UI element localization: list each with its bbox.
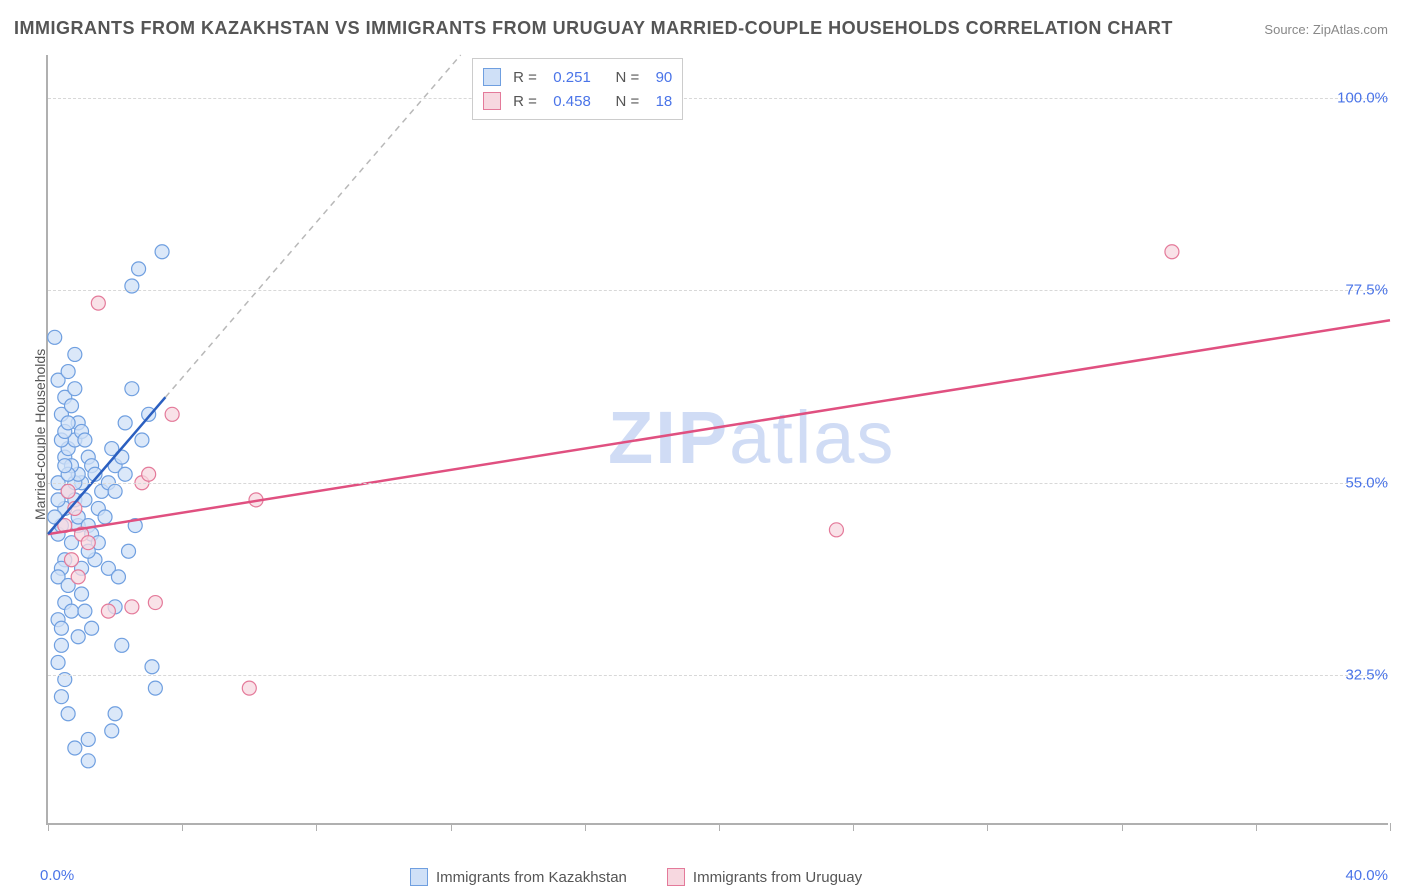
legend-n-label: N = (599, 93, 648, 110)
x-tick (182, 823, 183, 831)
legend-correlation: R = 0.251 N = 90 R = 0.458 N = 18 (472, 58, 683, 120)
legend-swatch (667, 868, 685, 886)
x-tick (585, 823, 586, 831)
y-tick-label: 100.0% (1337, 89, 1388, 106)
legend-swatch (483, 92, 501, 110)
legend-n-value: 90 (656, 69, 673, 86)
x-tick (987, 823, 988, 831)
chart-title: IMMIGRANTS FROM KAZAKHSTAN VS IMMIGRANTS… (14, 18, 1173, 39)
chart-svg (48, 55, 1388, 823)
gridline-h (48, 98, 1388, 99)
legend-n-label: N = (599, 69, 648, 86)
plot-area: ZIPatlas (46, 55, 1388, 825)
legend-n-value: 18 (656, 93, 673, 110)
x-tick (1256, 823, 1257, 831)
x-tick-label: 0.0% (40, 867, 74, 884)
y-tick-label: 32.5% (1345, 667, 1388, 684)
y-tick-label: 77.5% (1345, 282, 1388, 299)
legend-row: R = 0.458 N = 18 (483, 89, 672, 113)
legend-r-value: 0.458 (553, 93, 591, 110)
x-tick (316, 823, 317, 831)
legend-r-value: 0.251 (553, 69, 591, 86)
source-credit: Source: ZipAtlas.com (1264, 22, 1388, 37)
x-tick (48, 823, 49, 831)
legend-series: Immigrants from Kazakhstan Immigrants fro… (410, 868, 862, 886)
x-tick (1122, 823, 1123, 831)
y-tick-label: 55.0% (1345, 474, 1388, 491)
legend-r-label: R = (509, 93, 545, 110)
x-tick (451, 823, 452, 831)
legend-swatch (410, 868, 428, 886)
legend-r-label: R = (509, 69, 545, 86)
gridline-h (48, 290, 1388, 291)
legend-item: Immigrants from Uruguay (667, 868, 862, 886)
x-tick (719, 823, 720, 831)
source-label: Source: (1264, 22, 1309, 37)
legend-label: Immigrants from Uruguay (693, 869, 862, 886)
gridline-h (48, 483, 1388, 484)
legend-label: Immigrants from Kazakhstan (436, 869, 627, 886)
x-tick (853, 823, 854, 831)
legend-item: Immigrants from Kazakhstan (410, 868, 627, 886)
x-tick (1390, 823, 1391, 831)
gridline-h (48, 675, 1388, 676)
source-name: ZipAtlas.com (1313, 22, 1388, 37)
legend-swatch (483, 68, 501, 86)
legend-row: R = 0.251 N = 90 (483, 65, 672, 89)
x-tick-label: 40.0% (1345, 867, 1388, 884)
